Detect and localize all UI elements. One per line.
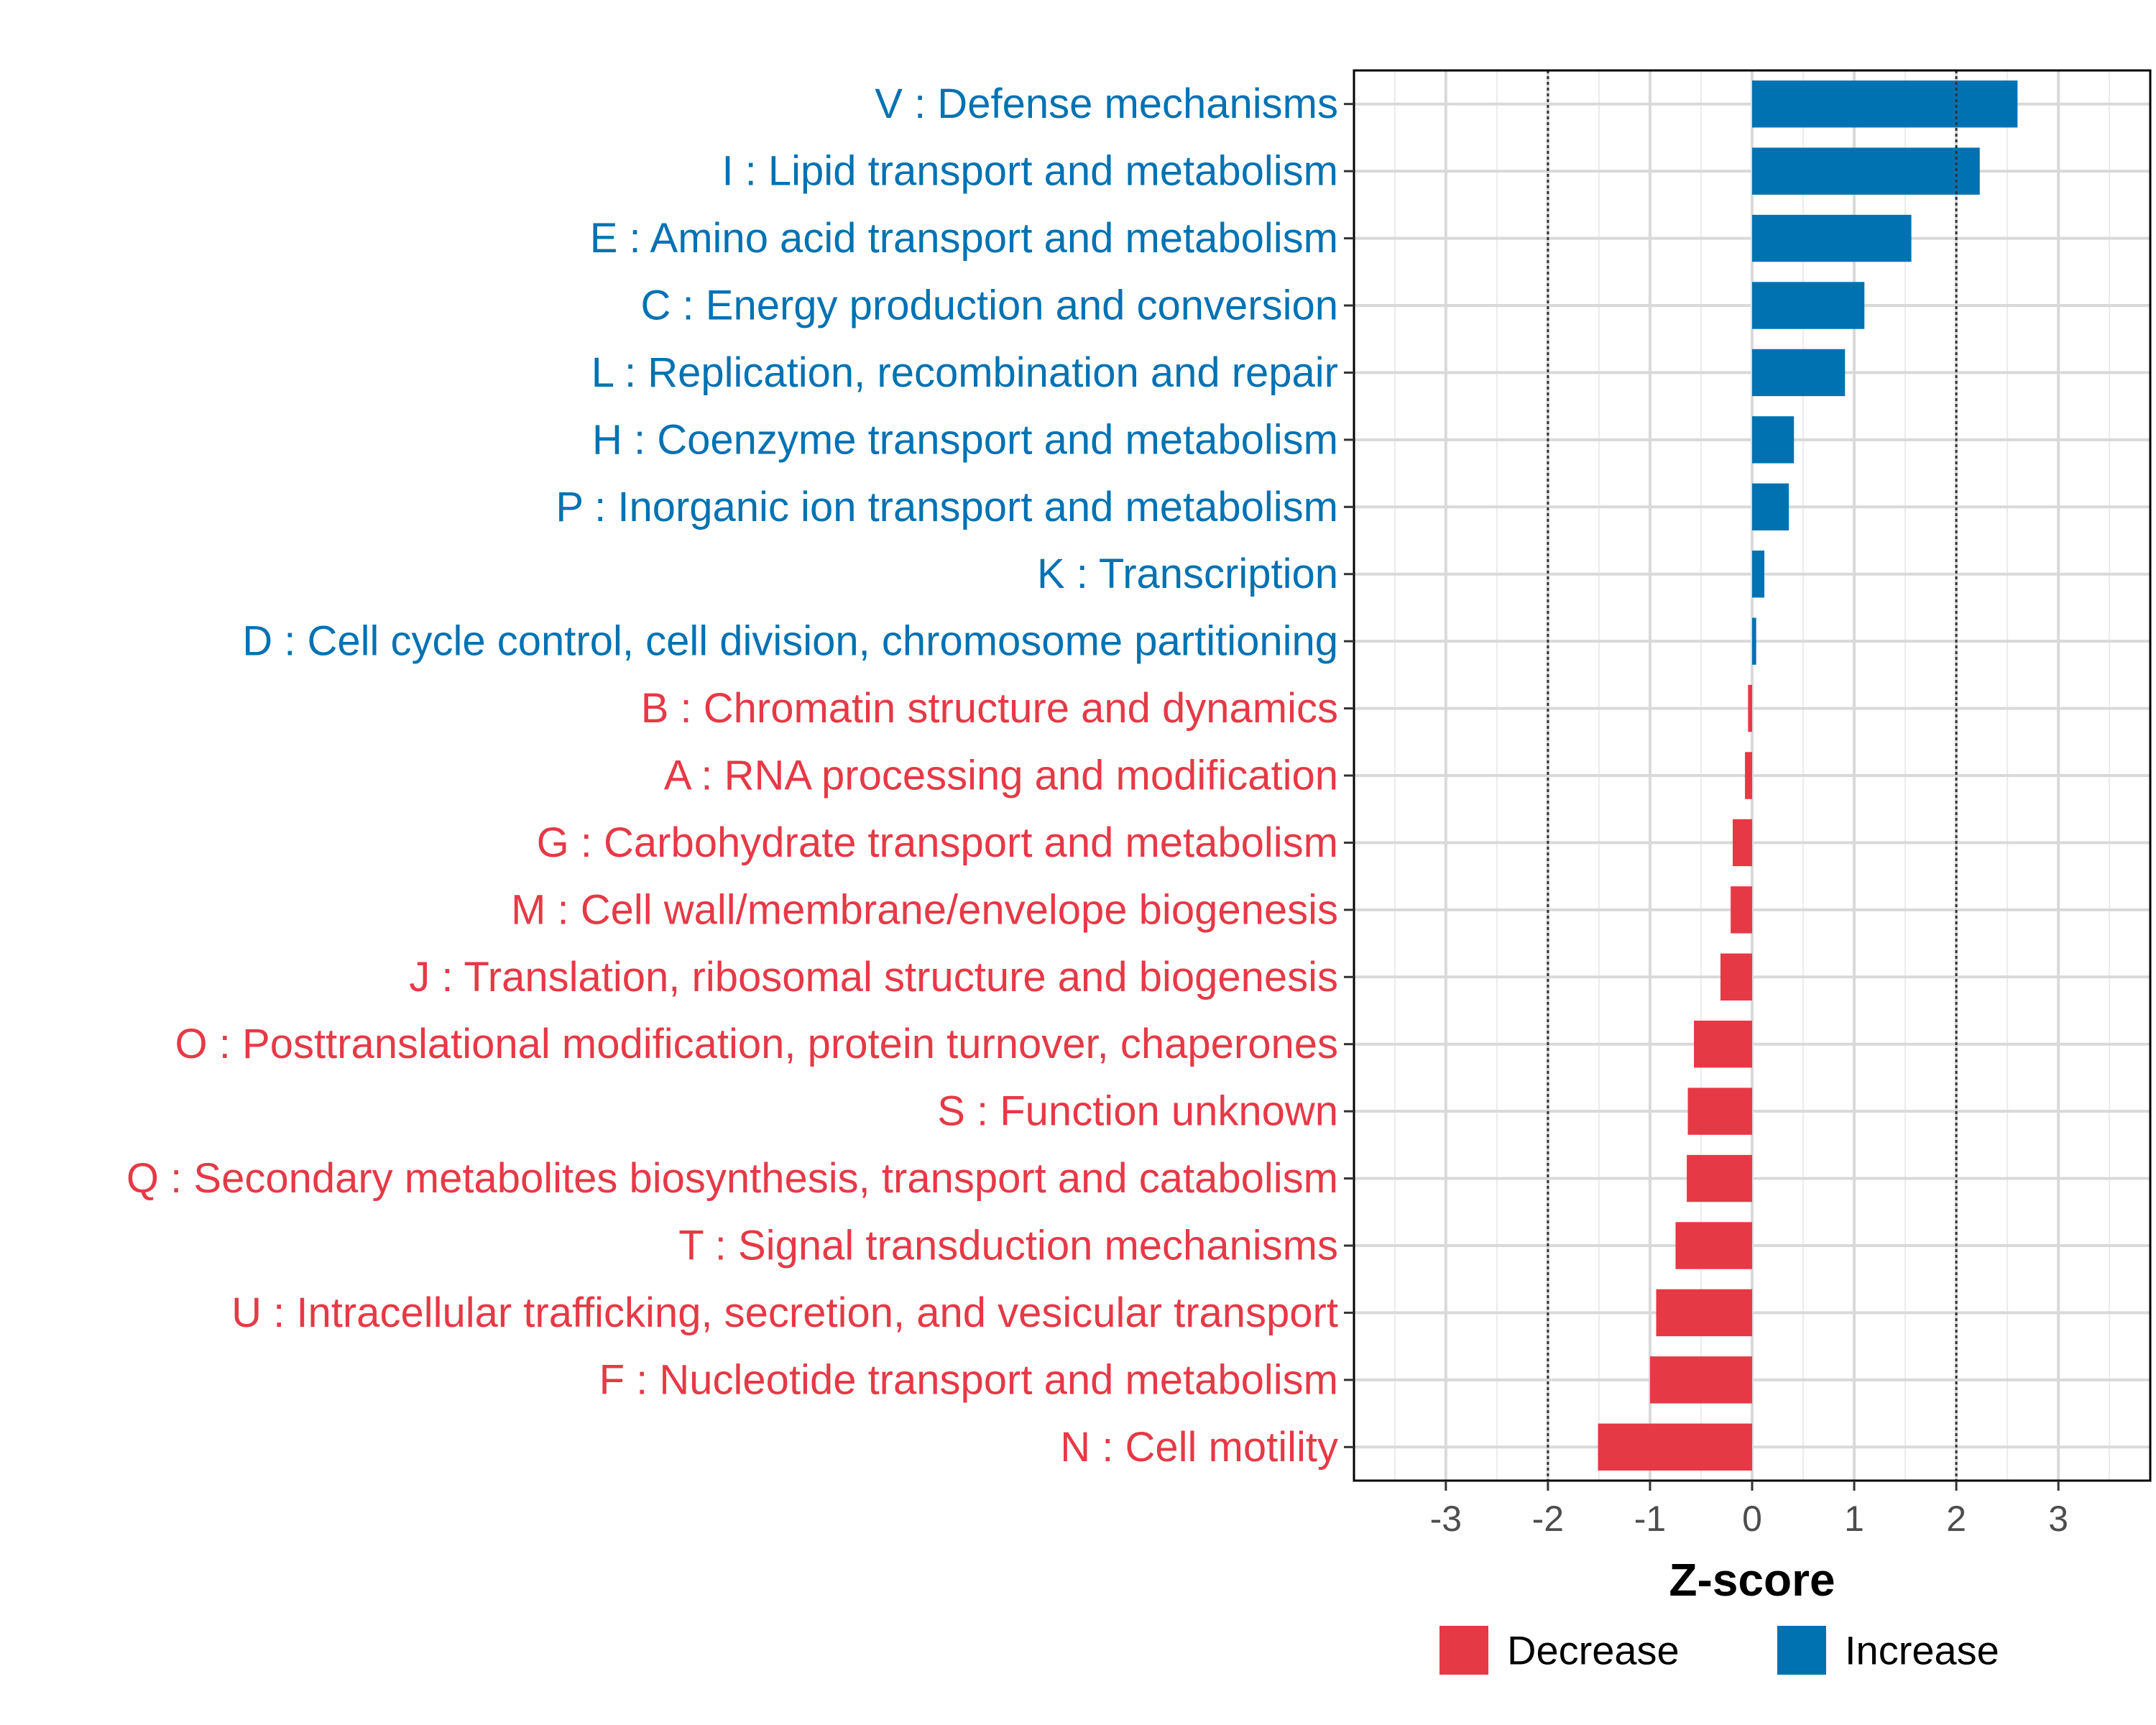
y-tick-label: U : Intracellular trafficking, secretion… <box>231 1289 1338 1336</box>
bar <box>1752 551 1765 598</box>
y-tick-label: E : Amino acid transport and metabolism <box>590 215 1338 262</box>
y-tick-label: V : Defense mechanisms <box>875 80 1338 127</box>
bar <box>1752 80 2018 128</box>
y-tick-label: H : Coenzyme transport and metabolism <box>592 416 1338 463</box>
bar <box>1694 1021 1752 1068</box>
y-tick-label: D : Cell cycle control, cell division, c… <box>242 618 1338 665</box>
bar <box>1720 953 1752 1000</box>
y-tick-label: N : Cell motility <box>1060 1424 1338 1471</box>
x-axis-ticks: -3 -2 -1 0 1 2 3 <box>1430 1481 2068 1539</box>
y-tick-label: T : Signal transduction mechanisms <box>678 1223 1338 1269</box>
y-tick-label: J : Translation, ribosomal structure and… <box>409 954 1338 1000</box>
y-tick-label: C : Energy production and conversion <box>641 282 1338 329</box>
x-tick-label: 2 <box>1946 1499 1966 1539</box>
bar <box>1752 349 1846 397</box>
bar <box>1748 684 1752 732</box>
y-tick-label: G : Carbohydrate transport and metabolis… <box>537 819 1338 866</box>
y-tick-label: B : Chromatin structure and dynamics <box>641 685 1338 732</box>
x-tick-label: -2 <box>1532 1499 1564 1539</box>
y-axis-ticks <box>1344 103 1354 1448</box>
bar <box>1752 282 1865 329</box>
bar <box>1745 752 1752 799</box>
y-tick-label: L : Replication, recombination and repai… <box>591 349 1338 396</box>
x-tick-label: 3 <box>2048 1499 2068 1539</box>
bar <box>1752 617 1756 665</box>
bar <box>1752 416 1795 464</box>
legend-label: Decrease <box>1507 1628 1680 1673</box>
y-tick-label: A : RNA processing and modification <box>664 753 1338 799</box>
x-tick-label: 1 <box>1844 1499 1864 1539</box>
legend-key <box>1439 1626 1488 1675</box>
x-tick-label: -3 <box>1430 1499 1462 1539</box>
y-tick-label: I : Lipid transport and metabolism <box>722 148 1338 195</box>
bar <box>1687 1087 1752 1135</box>
legend: Decrease Increase <box>1439 1626 1999 1675</box>
bar <box>1656 1289 1752 1337</box>
legend-key <box>1777 1626 1826 1675</box>
legend-label: Increase <box>1845 1628 1999 1673</box>
bar <box>1687 1154 1752 1202</box>
bar <box>1649 1356 1752 1404</box>
y-tick-label: K : Transcription <box>1037 551 1338 597</box>
bars <box>1598 80 2018 1471</box>
y-tick-label: M : Cell wall/membrane/envelope biogenes… <box>511 886 1338 933</box>
bar <box>1752 147 1980 195</box>
bar <box>1733 819 1752 867</box>
y-axis-labels: V : Defense mechanisms I : Lipid transpor… <box>126 80 1338 1471</box>
y-tick-label: S : Function unknown <box>937 1088 1338 1135</box>
y-tick-label: P : Inorganic ion transport and metaboli… <box>556 484 1338 530</box>
x-axis-title: Z-score <box>1669 1554 1835 1606</box>
bar <box>1675 1222 1752 1269</box>
y-tick-label: Q : Secondary metabolites biosynthesis, … <box>126 1155 1338 1202</box>
y-tick-label: F : Nucleotide transport and metabolism <box>599 1356 1338 1403</box>
x-tick-label: -1 <box>1634 1499 1666 1539</box>
bar <box>1598 1423 1752 1471</box>
bar <box>1731 886 1752 934</box>
bar <box>1752 214 1912 262</box>
bar <box>1752 483 1789 530</box>
x-tick-label: 0 <box>1742 1499 1762 1539</box>
y-tick-label: O : Posttranslational modification, prot… <box>175 1021 1338 1067</box>
reference-lines <box>1547 70 1958 1481</box>
